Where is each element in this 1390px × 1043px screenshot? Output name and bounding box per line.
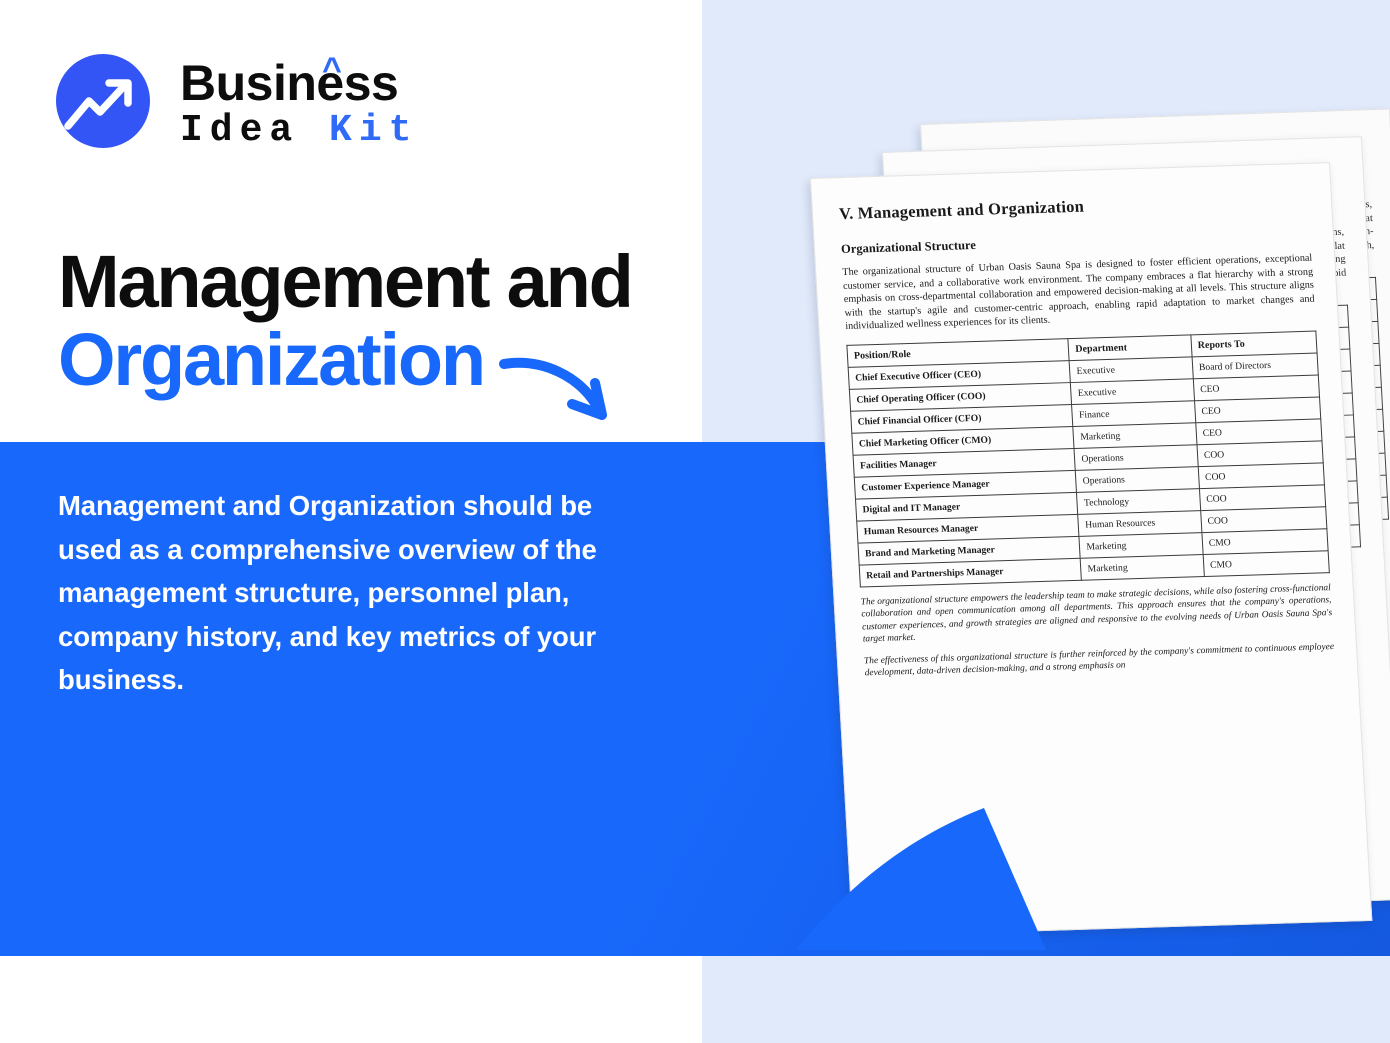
org-structure-table: Position/Role Department Reports To Chie…: [846, 331, 1330, 588]
doc-closing-paragraph-1: The organizational structure empowers th…: [860, 583, 1333, 645]
doc-closing-paragraph-2: The effectiveness of this organizational…: [863, 641, 1335, 679]
document-stack: V. Management and Organization Organizat…: [620, 100, 1390, 950]
document-sheet-front[interactable]: V. Management and Organization Organizat…: [810, 162, 1373, 937]
cell-department: Marketing: [1080, 554, 1205, 581]
brand-name-idea-kit: Idea Kit: [180, 108, 418, 154]
trending-up-arrow-icon: [56, 54, 150, 148]
circumflex-icon: ^: [322, 51, 342, 89]
brand-wordmark: Business ^ Idea Kit: [180, 51, 418, 154]
doc-heading: V. Management and Organization: [838, 196, 1085, 224]
description-text: Management and Organization should be us…: [58, 490, 597, 695]
brand-name-idea: Idea: [180, 109, 300, 152]
brand-name-kit: Kit: [329, 109, 419, 152]
table-body: Chief Executive Officer (CEO) Executive Bo…: [848, 353, 1330, 587]
brand-name-business-text: Business: [180, 55, 399, 111]
cell-reports-to: CMO: [1202, 550, 1330, 577]
curved-arrow-down-right-icon: [498, 352, 618, 427]
brand-logo[interactable]: Business ^ Idea Kit: [56, 51, 456, 169]
page-title-line2: Organization: [58, 318, 486, 401]
doc-intro-paragraph: The organizational structure of Urban Oa…: [842, 252, 1315, 333]
document-front-content: V. Management and Organization Organizat…: [811, 163, 1371, 936]
page-title-line1: Management and: [58, 240, 634, 323]
doc-subheading: Organizational Structure: [840, 237, 977, 257]
page-title: Management and Organization: [58, 243, 678, 399]
brand-name-business: Business ^: [180, 51, 418, 111]
